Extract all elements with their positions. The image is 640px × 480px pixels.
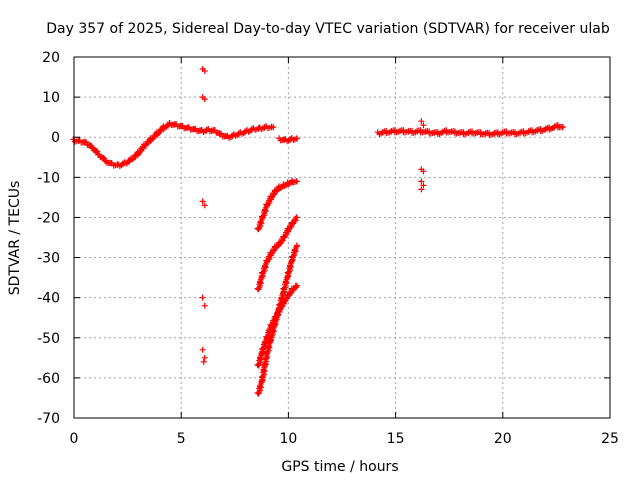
point-marker (290, 286, 297, 293)
y-tick-label: 10 (42, 90, 60, 106)
x-tick-label: 0 (70, 431, 79, 447)
series-outliers-near-6h (199, 66, 208, 365)
point-marker (418, 178, 425, 185)
point-marker (293, 242, 300, 249)
series-late-evening-arc (276, 135, 300, 145)
y-tick-label: 20 (42, 50, 60, 66)
y-tick-label: -60 (37, 371, 60, 387)
point-marker (274, 187, 281, 194)
data-points (70, 66, 566, 397)
point-marker (273, 188, 280, 195)
point-marker (559, 124, 566, 131)
point-marker (293, 282, 300, 289)
x-tick-label: 5 (177, 431, 186, 447)
point-marker (420, 168, 427, 175)
point-marker (89, 144, 96, 151)
y-tick-label: -70 (37, 411, 60, 427)
series-outliers-near-16.5h (418, 118, 427, 193)
point-marker (270, 124, 277, 131)
plot-frame (73, 56, 611, 419)
point-marker (418, 186, 425, 193)
y-tick-label: -20 (37, 210, 60, 226)
chart-title: Day 357 of 2025, Sidereal Day-to-day VTE… (46, 21, 610, 37)
point-marker (293, 178, 300, 185)
series-descending-track-B (254, 214, 300, 293)
x-tick-label: 20 (494, 431, 512, 447)
y-tick-label: -50 (37, 331, 60, 347)
point-marker (199, 198, 206, 205)
point-marker (200, 358, 207, 365)
axis-ticks: 0 5 10 15 20 25 20 10 0 -10 -20 -30 -40 -50 -60 -70 (37, 50, 619, 447)
point-marker (201, 96, 208, 103)
point-marker (199, 346, 206, 353)
point-marker (201, 302, 208, 309)
y-axis-label: SDTVAR / TECUs (7, 181, 23, 296)
x-tick-label: 10 (279, 431, 297, 447)
point-marker (418, 118, 425, 125)
x-tick-label: 15 (387, 431, 405, 447)
point-marker (199, 294, 206, 301)
point-marker (293, 135, 300, 142)
series-descending-track-D (254, 242, 300, 397)
point-marker (420, 122, 427, 129)
x-axis-label: GPS time / hours (281, 459, 398, 475)
point-marker (420, 182, 427, 189)
series-main-arc (70, 119, 277, 169)
series-descending-track-A (254, 177, 300, 233)
point-marker (201, 202, 208, 209)
y-tick-label: -40 (37, 291, 60, 307)
point-marker (274, 243, 281, 250)
y-tick-label: 0 (51, 130, 60, 146)
point-marker (273, 244, 280, 251)
grid (74, 57, 610, 418)
point-marker (201, 68, 208, 75)
y-tick-label: -30 (37, 251, 60, 267)
point-marker (293, 214, 300, 221)
x-tick-label: 25 (601, 431, 619, 447)
y-tick-label: -10 (37, 170, 60, 186)
point-marker (201, 354, 208, 361)
series-night-arc (374, 121, 566, 138)
